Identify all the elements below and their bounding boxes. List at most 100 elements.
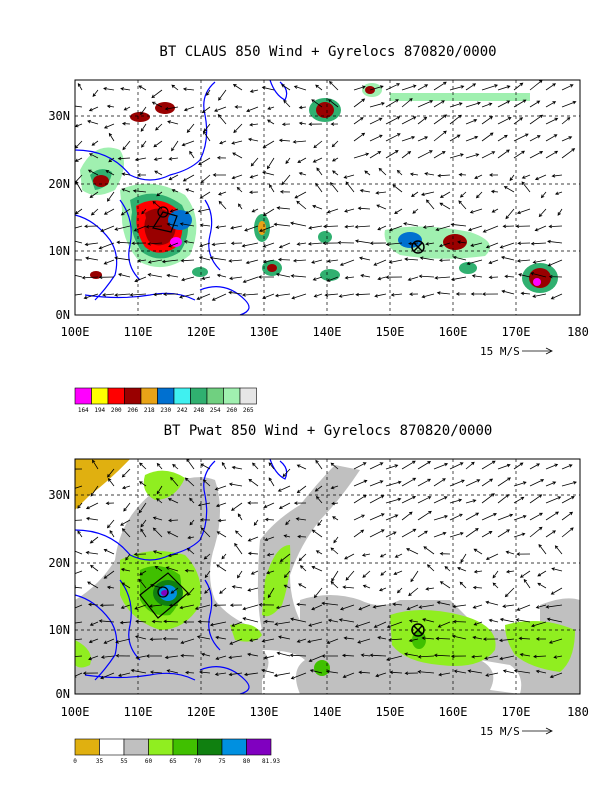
- wind-arrow: [513, 117, 524, 125]
- bottom-vector-scale-label: 15 M/S: [480, 725, 520, 738]
- wind-arrow: [401, 98, 413, 108]
- wind-arrow: [229, 638, 243, 645]
- wind-arrow: [106, 104, 115, 109]
- wind-arrow: [481, 116, 494, 125]
- wind-arrow: [358, 670, 371, 675]
- wind-arrow: [290, 221, 307, 227]
- wind-arrow: [452, 255, 467, 261]
- wind-arrow: [75, 638, 83, 641]
- top-gyre-marker-west: [152, 206, 178, 233]
- wind-arrow: [437, 621, 451, 628]
- wind-arrow: [561, 527, 574, 538]
- wind-arrow: [561, 148, 576, 159]
- wind-arrow: [185, 208, 195, 214]
- wind-arrow: [516, 552, 531, 556]
- top-wind-vectors: [75, 80, 577, 301]
- wind-arrow: [252, 462, 259, 470]
- wind-arrow: [323, 224, 339, 229]
- wind-arrow: [465, 461, 475, 470]
- wind-arrow: [369, 513, 385, 521]
- wind-arrow: [156, 485, 163, 495]
- wind-arrow: [276, 651, 291, 657]
- wind-arrow: [434, 276, 451, 280]
- wind-arrow: [497, 149, 510, 159]
- wind-arrow: [449, 498, 463, 504]
- wind-arrow: [502, 669, 515, 674]
- wind-arrow: [199, 518, 211, 522]
- wind-arrow: [530, 621, 547, 628]
- wind-arrow: [241, 293, 259, 297]
- wind-arrow: [274, 621, 291, 626]
- wind-arrow: [394, 553, 403, 558]
- wind-arrow: [492, 570, 499, 579]
- wind-arrow: [385, 275, 403, 279]
- wind-arrow: [385, 99, 399, 108]
- wind-arrow: [333, 536, 339, 544]
- wind-arrow: [247, 536, 259, 542]
- wind-arrow: [504, 274, 515, 279]
- wind-arrow: [161, 259, 179, 264]
- wind-arrow: [141, 140, 147, 148]
- wind-arrow: [247, 501, 259, 505]
- wind-arrow: [296, 242, 307, 246]
- wind-arrow: [312, 157, 323, 163]
- wind-arrow: [217, 114, 227, 125]
- wind-arrow: [236, 186, 243, 193]
- wind-arrow: [433, 653, 451, 658]
- wind-arrow: [344, 275, 355, 280]
- legend-swatch: [123, 738, 149, 756]
- wind-arrow: [249, 89, 259, 93]
- wind-arrow: [385, 116, 401, 125]
- legend-swatch: [99, 738, 125, 756]
- wind-arrow: [247, 137, 259, 142]
- wind-arrow: [315, 459, 323, 470]
- wind-arrow: [148, 604, 163, 608]
- wind-arrow: [75, 157, 83, 162]
- wind-arrow: [401, 528, 417, 538]
- wind-arrow: [228, 290, 243, 295]
- wind-arrow: [278, 242, 291, 249]
- wind-arrow: [228, 482, 243, 487]
- wind-arrow: [450, 276, 467, 281]
- wind-arrow: [358, 604, 371, 611]
- wind-arrow: [151, 619, 163, 624]
- wind-arrow: [198, 157, 211, 166]
- wind-arrow: [89, 536, 99, 544]
- wind-arrow: [180, 653, 195, 658]
- wind-arrow: [433, 515, 448, 521]
- wind-arrow: [520, 291, 531, 296]
- wind-arrow: [186, 547, 195, 555]
- bottom-y-tick: 10N: [48, 623, 70, 637]
- wind-arrow: [419, 256, 435, 261]
- wind-arrow: [561, 511, 574, 521]
- wind-arrow: [307, 242, 323, 246]
- wind-arrow: [561, 84, 574, 91]
- wind-arrow: [401, 496, 417, 504]
- wind-arrow: [99, 603, 115, 608]
- wind-arrow: [551, 174, 563, 178]
- wind-arrow: [369, 529, 385, 538]
- wind-arrow: [106, 519, 115, 529]
- wind-arrow: [103, 87, 115, 91]
- wind-arrow: [216, 273, 227, 278]
- wind-arrow: [204, 570, 211, 579]
- wind-arrow: [549, 672, 563, 679]
- wind-arrow: [426, 564, 435, 572]
- wind-arrow: [329, 182, 339, 193]
- wind-arrow: [292, 140, 307, 144]
- wind-arrow: [75, 293, 83, 296]
- wind-arrow: [206, 89, 211, 96]
- wind-arrow: [179, 604, 195, 610]
- wind-arrow: [168, 156, 179, 161]
- wind-arrow: [180, 638, 195, 644]
- wind-arrow: [140, 123, 147, 132]
- wind-arrow: [218, 89, 227, 101]
- legend-label: 242: [177, 407, 188, 414]
- wind-arrow: [372, 604, 387, 609]
- wind-arrow: [410, 570, 419, 583]
- wind-arrow: [75, 105, 83, 108]
- wind-arrow: [393, 570, 403, 575]
- wind-arrow: [199, 242, 211, 248]
- wind-arrow: [232, 84, 243, 91]
- wind-arrow: [311, 99, 323, 108]
